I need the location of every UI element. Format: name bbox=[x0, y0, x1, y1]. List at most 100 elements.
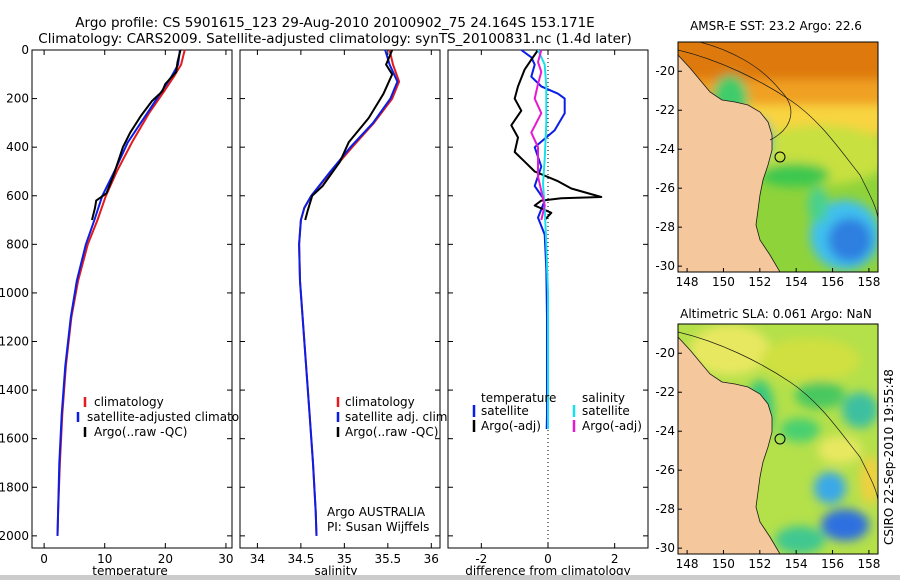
map-ytick-label: -24 bbox=[655, 142, 675, 156]
xtick-label: 34.5 bbox=[288, 552, 315, 566]
series-line-satellite-adj-clim bbox=[298, 49, 399, 536]
legend-heading-salinity: salinity bbox=[582, 391, 625, 405]
xtick-label: -2 bbox=[475, 552, 487, 566]
legend-label-temp-argo: Argo(-adj) bbox=[481, 419, 541, 433]
sst-map-yticks: -20 -22 -24 -26 -28 -30 bbox=[655, 64, 682, 273]
map-ytick-label: -20 bbox=[655, 64, 675, 78]
map-ytick-label: -26 bbox=[655, 181, 675, 195]
argo-location-marker bbox=[774, 433, 786, 445]
ytick-label: 2000 bbox=[0, 529, 29, 543]
sst-map-frame bbox=[677, 41, 879, 273]
annotation-institution: Argo AUSTRALIA bbox=[327, 505, 426, 519]
difference-legend-temperature: temperature satellite Argo(-adj) bbox=[472, 391, 556, 433]
map-xtick-label: 152 bbox=[748, 557, 771, 571]
ytick-label: 1800 bbox=[0, 480, 29, 494]
legend-label-sal-satellite: satellite bbox=[582, 404, 630, 418]
map-xtick-label: 158 bbox=[857, 557, 880, 571]
map-xtick-label: 154 bbox=[785, 557, 808, 571]
ytick-label: 600 bbox=[6, 189, 29, 203]
temperature-panel: 0 200 400 600 800 1000 1200 1400 1600 1800 2000 0 1… bbox=[0, 43, 265, 578]
difference-legend-salinity: salinity satellite Argo(-adj) bbox=[572, 391, 642, 433]
map-ytick-label: -22 bbox=[655, 103, 675, 117]
sst-map-panel: AMSR-E SST: 23.2 Argo: 22.6 148 150 152 154… bbox=[655, 19, 880, 289]
ytick-label: 1400 bbox=[0, 383, 29, 397]
map-xtick-label: 148 bbox=[676, 557, 699, 571]
legend-label-sal-argo: Argo(-adj) bbox=[582, 419, 642, 433]
map-ytick-label: -20 bbox=[655, 346, 675, 360]
xtick-label: 36 bbox=[424, 552, 439, 566]
map-xtick-label: 154 bbox=[785, 275, 808, 289]
xtick-label: 34 bbox=[250, 552, 265, 566]
annotation-pi: PI: Susan Wijffels bbox=[327, 520, 429, 534]
map-xtick-label: 148 bbox=[676, 275, 699, 289]
xtick-label: 20 bbox=[158, 552, 173, 566]
sla-map-yticks: -20 -22 -24 -26 -28 -30 bbox=[655, 346, 682, 555]
map-ytick-label: -30 bbox=[655, 259, 675, 273]
temperature-xticks: 0 10 20 30 bbox=[40, 50, 234, 566]
map-xtick-label: 152 bbox=[748, 275, 771, 289]
temperature-axes-box bbox=[31, 49, 233, 549]
map-ytick-label: -24 bbox=[655, 424, 675, 438]
legend-label-satellite: satellite adj. clim. bbox=[345, 410, 451, 424]
xtick-label: 2 bbox=[611, 552, 619, 566]
sla-map-frame bbox=[677, 323, 879, 555]
sla-map-title: Altimetric SLA: 0.061 Argo: NaN bbox=[680, 307, 872, 321]
map-ytick-label: -30 bbox=[655, 541, 675, 555]
legend-label-argo: Argo(..raw -QC) bbox=[345, 425, 438, 439]
xtick-label: 0 bbox=[40, 552, 48, 566]
map-xtick-label: 156 bbox=[821, 557, 844, 571]
difference-panel: -2 0 2 difference from climatology tempera… bbox=[447, 49, 649, 578]
xtick-label: 30 bbox=[218, 552, 233, 566]
salinity-legend: climatology satellite adj. clim. Argo(..… bbox=[336, 395, 451, 439]
sla-map-contour bbox=[678, 331, 878, 503]
xtick-label: 0 bbox=[544, 552, 552, 566]
legend-label-temp-satellite: satellite bbox=[481, 404, 529, 418]
sst-map-title: AMSR-E SST: 23.2 Argo: 22.6 bbox=[690, 19, 862, 33]
salinity-xticks: 34 34.5 35 35.5 36 bbox=[250, 50, 439, 566]
salinity-series bbox=[298, 49, 401, 536]
sst-map-contour bbox=[699, 42, 792, 141]
temperature-series bbox=[56, 49, 186, 536]
header-line2: Climatology: CARS2009. Satellite-adjuste… bbox=[38, 31, 631, 47]
map-ytick-label: -28 bbox=[655, 502, 675, 516]
xtick-label: 10 bbox=[97, 552, 112, 566]
sst-map-xticks: 148 150 152 154 156 158 bbox=[676, 268, 880, 289]
salinity-yticks bbox=[240, 49, 440, 537]
salinity-xlabel: salinity bbox=[314, 564, 357, 578]
map-xtick-label: 156 bbox=[821, 275, 844, 289]
salinity-axes-box bbox=[239, 49, 441, 549]
series-line-salinity-satellite bbox=[537, 49, 549, 429]
credit-timestamp: CSIRO 22-Sep-2010 19:55:48 bbox=[882, 369, 896, 545]
map-xtick-label: 158 bbox=[857, 275, 880, 289]
sla-field bbox=[690, 325, 878, 554]
series-line-salinity-argo-adj bbox=[530, 49, 546, 221]
xtick-label: 35 bbox=[337, 552, 352, 566]
ytick-label: 1600 bbox=[0, 432, 29, 446]
map-ytick-label: -22 bbox=[655, 385, 675, 399]
ytick-label: 800 bbox=[6, 237, 29, 251]
map-ytick-label: -26 bbox=[655, 463, 675, 477]
argo-location-marker bbox=[774, 151, 786, 163]
ytick-label: 1200 bbox=[0, 335, 29, 349]
legend-label-satellite: satellite-adjusted climatology bbox=[87, 410, 265, 424]
difference-yticks bbox=[448, 49, 648, 537]
sla-map-land bbox=[678, 336, 781, 554]
sla-map-xticks: 148 150 152 154 156 158 bbox=[676, 550, 880, 571]
temperature-legend: climatology satellite-adjusted climatolo… bbox=[76, 395, 265, 439]
series-line-argo-raw-qc bbox=[91, 49, 182, 221]
map-xtick-label: 150 bbox=[712, 557, 735, 571]
legend-heading-temperature: temperature bbox=[481, 391, 556, 405]
series-line-argo-raw-qc bbox=[304, 49, 394, 221]
ytick-label: 200 bbox=[6, 92, 29, 106]
series-line-temperature-argo-adj bbox=[510, 49, 603, 221]
legend-label-argo: Argo(..raw -QC) bbox=[94, 425, 187, 439]
legend-label-climatology: climatology bbox=[94, 395, 164, 409]
temperature-xlabel: temperature bbox=[92, 564, 167, 578]
sla-map-panel: Altimetric SLA: 0.061 Argo: NaN 148 150 1 bbox=[655, 307, 880, 571]
legend-label-climatology: climatology bbox=[345, 395, 415, 409]
map-ytick-label: -28 bbox=[655, 220, 675, 234]
difference-xticks: -2 0 2 bbox=[475, 50, 618, 566]
xtick-label: 35.5 bbox=[374, 552, 401, 566]
bottom-strip bbox=[0, 575, 900, 580]
